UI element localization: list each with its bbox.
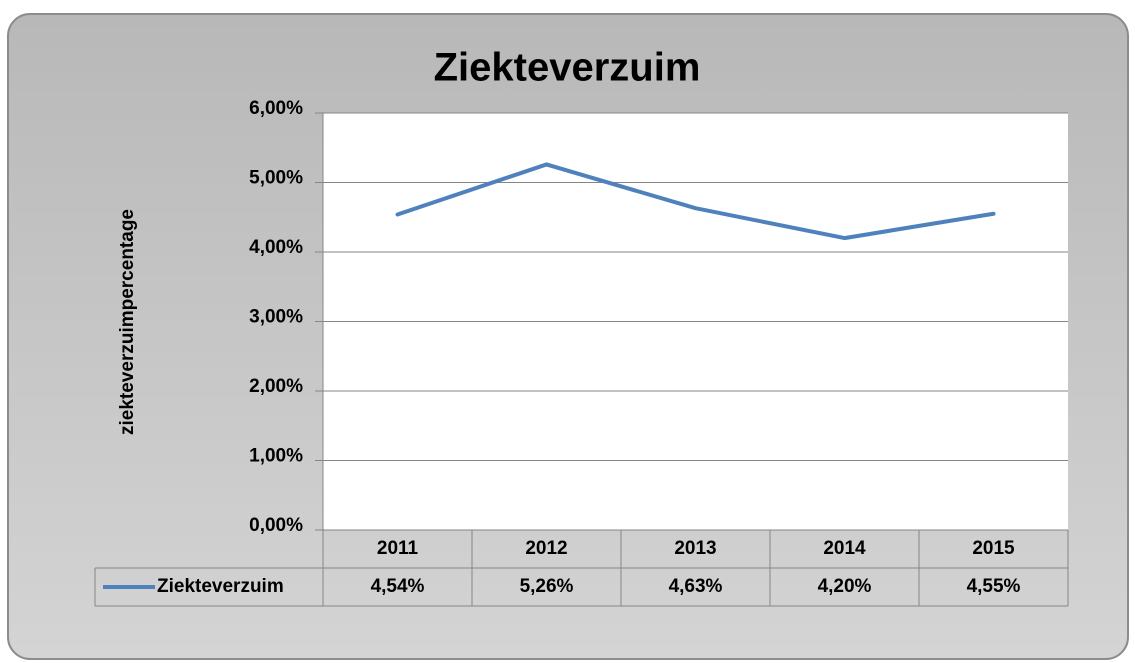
data-label: 4,20% [818, 576, 872, 597]
data-label: 4,54% [371, 576, 425, 597]
data-label: 5,26% [520, 576, 574, 597]
y-tick-label: 4,00% [249, 237, 303, 258]
x-tick-label: 2015 [972, 538, 1015, 559]
y-tick-label: 1,00% [249, 446, 303, 467]
y-tick-label: 0,00% [249, 515, 303, 536]
chart-title: Ziekteverzuim [434, 46, 701, 90]
series-line [395, 162, 996, 241]
x-tick-label: 2013 [674, 538, 716, 559]
legend-label: Ziekteverzuim [157, 576, 284, 597]
y-axis-label: ziekteverzuimpercentage [117, 209, 138, 435]
x-tick-label: 2014 [823, 538, 866, 559]
y-tick-label: 5,00% [249, 168, 303, 189]
data-label: 4,63% [669, 576, 723, 597]
y-tick-label: 6,00% [249, 98, 303, 119]
data-label: 4,55% [967, 576, 1021, 597]
y-tick-label: 3,00% [249, 307, 303, 328]
x-tick-label: 2012 [525, 538, 567, 559]
y-tick-label: 2,00% [249, 376, 303, 397]
x-tick-label: 2011 [377, 538, 419, 559]
